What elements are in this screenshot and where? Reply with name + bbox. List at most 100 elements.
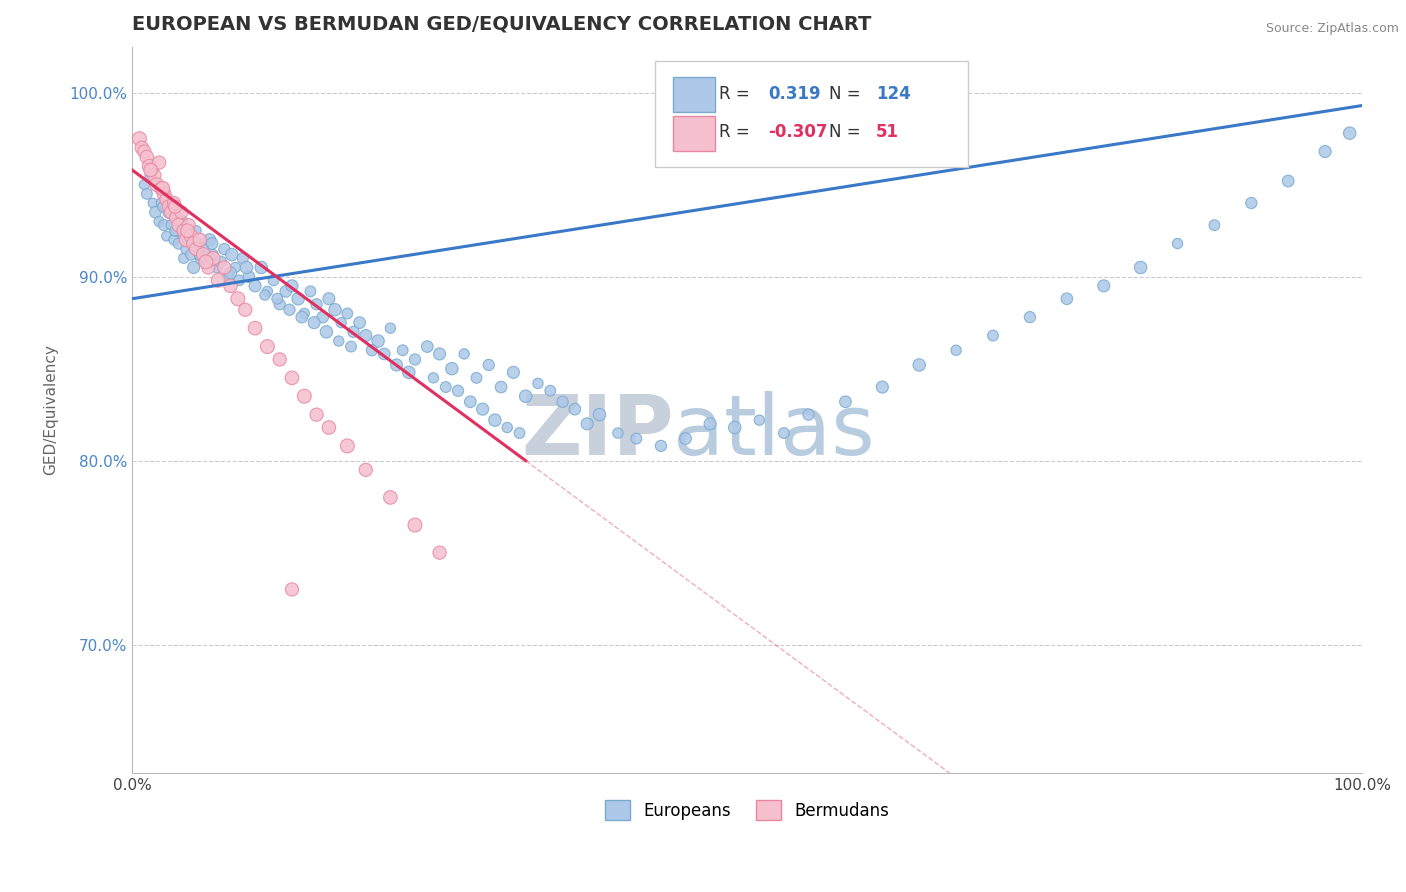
Point: [165, 211, 187, 225]
Point: [398, 365, 420, 379]
Point: [834, 394, 856, 409]
Point: [269, 352, 291, 367]
Point: [139, 163, 162, 178]
Point: [224, 260, 246, 275]
Point: [302, 316, 325, 330]
Point: [484, 413, 506, 427]
Point: [606, 425, 628, 440]
FancyBboxPatch shape: [655, 62, 969, 167]
Point: [404, 518, 426, 533]
Point: [253, 288, 276, 302]
Point: [256, 285, 278, 299]
Text: 124: 124: [876, 85, 911, 103]
Point: [588, 408, 610, 422]
Text: EUROPEAN VS BERMUDAN GED/EQUIVALENCY CORRELATION CHART: EUROPEAN VS BERMUDAN GED/EQUIVALENCY COR…: [132, 15, 872, 34]
Point: [143, 169, 166, 183]
Point: [305, 297, 328, 311]
Point: [269, 297, 291, 311]
Point: [797, 408, 820, 422]
Point: [945, 343, 967, 358]
Point: [266, 292, 288, 306]
Point: [367, 334, 389, 348]
Point: [150, 181, 173, 195]
Point: [134, 178, 156, 192]
Point: [148, 214, 170, 228]
Point: [336, 306, 359, 320]
Point: [453, 347, 475, 361]
Point: [312, 310, 335, 325]
Point: [404, 352, 426, 367]
Point: [155, 193, 177, 207]
Point: [422, 371, 444, 385]
Point: [330, 316, 353, 330]
Point: [328, 334, 350, 348]
Text: 51: 51: [876, 123, 900, 142]
Point: [292, 389, 315, 403]
Point: [354, 463, 377, 477]
Point: [250, 260, 273, 275]
Point: [233, 302, 256, 317]
Point: [508, 425, 530, 440]
Point: [1339, 126, 1361, 140]
Point: [187, 236, 209, 251]
Point: [291, 310, 314, 325]
Point: [188, 233, 211, 247]
Point: [434, 380, 457, 394]
Point: [188, 247, 211, 261]
Point: [173, 252, 195, 266]
Text: ZIP: ZIP: [520, 392, 673, 473]
Point: [576, 417, 599, 431]
Point: [243, 278, 266, 293]
Point: [538, 384, 561, 398]
Text: N =: N =: [830, 85, 860, 103]
Point: [724, 420, 747, 434]
Point: [305, 408, 328, 422]
Point: [138, 159, 160, 173]
Point: [139, 169, 162, 183]
Point: [315, 325, 337, 339]
Point: [471, 402, 494, 417]
Point: [292, 306, 315, 320]
Y-axis label: GED/Equivalency: GED/Equivalency: [44, 344, 58, 475]
Point: [201, 236, 224, 251]
Text: atlas: atlas: [673, 392, 875, 473]
Point: [447, 384, 470, 398]
Point: [527, 376, 550, 391]
Point: [281, 371, 304, 385]
Point: [465, 371, 488, 385]
Point: [221, 247, 243, 261]
Point: [183, 260, 205, 275]
Point: [699, 417, 721, 431]
Point: [675, 432, 697, 446]
Point: [281, 582, 304, 597]
Point: [1277, 174, 1299, 188]
Point: [160, 205, 183, 219]
Point: [167, 218, 190, 232]
Point: [194, 255, 217, 269]
Point: [299, 285, 322, 299]
Point: [551, 394, 574, 409]
Point: [202, 252, 225, 266]
Text: R =: R =: [718, 85, 749, 103]
Point: [217, 269, 239, 284]
Point: [626, 432, 648, 446]
Point: [131, 141, 153, 155]
Point: [183, 236, 205, 251]
Point: [256, 340, 278, 354]
Point: [354, 328, 377, 343]
Point: [391, 343, 413, 358]
Point: [773, 425, 796, 440]
Point: [157, 205, 180, 219]
Point: [416, 340, 439, 354]
Point: [163, 196, 186, 211]
Text: -0.307: -0.307: [768, 123, 828, 142]
Point: [460, 394, 482, 409]
Point: [128, 131, 150, 145]
FancyBboxPatch shape: [673, 78, 716, 112]
Point: [287, 292, 309, 306]
Point: [336, 439, 359, 453]
Point: [380, 321, 402, 335]
Point: [207, 273, 229, 287]
Point: [214, 242, 236, 256]
Point: [205, 260, 228, 275]
